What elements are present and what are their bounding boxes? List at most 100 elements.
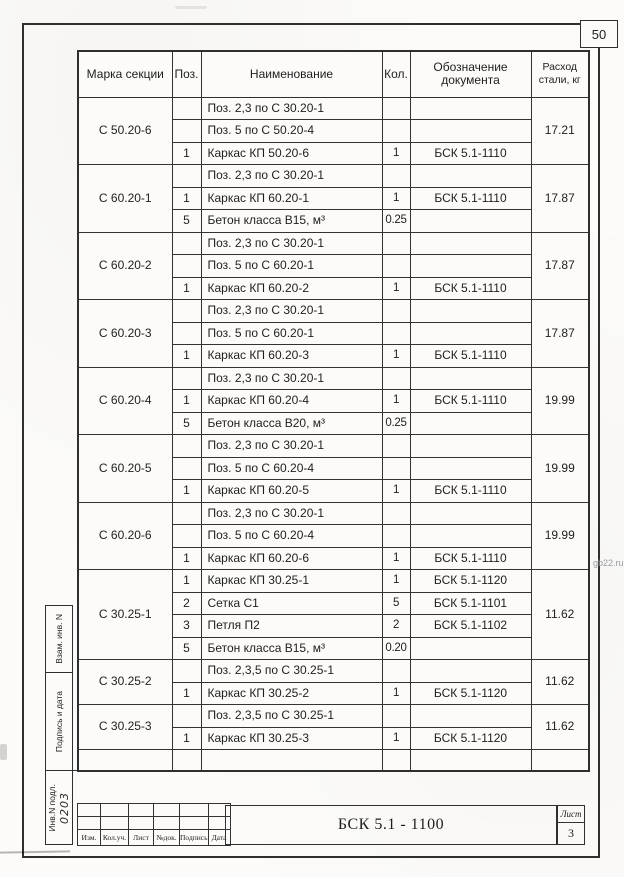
name-cell: Бетон класса В15, м³ [200, 209, 383, 233]
doc-cell [409, 254, 532, 278]
steel-consumption-cell: 19.99 [530, 501, 590, 570]
table-row: 1 Каркас КП 60.20-3 1 БСК 5.1-1110 [78, 344, 589, 368]
pos-cell: 1 [171, 389, 202, 413]
stamp-empty-cell [179, 803, 209, 817]
name-cell: Петля П2 [200, 614, 383, 638]
stamp-label-podpis: Подпись [179, 829, 209, 846]
table-row: С 50.20-6 Поз. 2,3 по С 30.20-1 17.21 [77, 96, 590, 165]
pos-cell: 1 [171, 141, 202, 165]
pos-cell [171, 704, 202, 728]
name-cell: Поз. 5 по С 60.20-1 [200, 254, 383, 278]
name-cell: Каркас КП 60.20-6 [200, 546, 383, 570]
table-row: С 30.25-2 Поз. 2,3,5 по С 30.25-1 11.62 [77, 659, 590, 705]
pos-cell: 1 [171, 344, 202, 368]
pos-cell [171, 501, 202, 525]
qty-cell [381, 366, 411, 390]
table-row: С 60.20-4 Поз. 2,3 по С 30.20-1 19.99 [77, 366, 590, 435]
qty-cell [381, 704, 411, 728]
table-row: Поз. 5 по С 60.20-1 [78, 254, 589, 278]
stamp-label-ndok: №док. [153, 829, 180, 846]
steel-consumption-cell: 17.87 [530, 231, 590, 300]
table-row: 1 Каркас КП 60.20-2 1 БСК 5.1-1110 [78, 276, 589, 300]
pos-cell: 2 [171, 591, 202, 615]
col-header-mark: Марка секции [77, 50, 173, 98]
qty-cell: 2 [381, 614, 411, 638]
pos-cell [171, 96, 202, 120]
name-cell: Каркас КП 30.25-3 [200, 726, 383, 750]
pos-cell: 5 [171, 411, 202, 435]
steel-consumption-cell: 11.62 [530, 569, 590, 660]
table-header-row: Марка секции Поз. Наименование Кол. Обоз… [77, 50, 590, 98]
doc-cell [409, 524, 532, 548]
table-row: С 60.20-6 Поз. 2,3 по С 30.20-1 19.99 [77, 501, 590, 570]
doc-cell [409, 299, 532, 323]
section-mark-cell: С 30.25-2 [77, 659, 173, 705]
stamp-empty-cell [77, 816, 101, 830]
doc-cell: БСК 5.1-1120 [409, 569, 532, 593]
table-row: 2 Сетка С1 5 БСК 5.1-1101 [78, 591, 589, 615]
pos-cell: 1 [171, 569, 202, 593]
qty-cell: 1 [381, 389, 411, 413]
drawing-frame [22, 23, 600, 858]
pos-cell [171, 321, 202, 345]
qty-cell [381, 96, 411, 120]
qty-cell: 1 [381, 141, 411, 165]
table-row: Поз. 5 по С 50.20-4 [78, 119, 589, 143]
qty-cell: 1 [381, 479, 411, 503]
qty-cell [381, 119, 411, 143]
col-header-qty: Кол. [381, 50, 411, 98]
empty-table-row [77, 749, 590, 771]
section-mark-cell: С 60.20-4 [77, 366, 173, 435]
doc-cell [409, 704, 532, 728]
steel-consumption-cell: 19.99 [530, 434, 590, 503]
qty-cell: 1 [381, 186, 411, 210]
pos-cell [171, 299, 202, 323]
title-block-revision-table: Изм. Кол.уч. Лист №док. Подпись Дата [77, 803, 231, 846]
pos-cell [171, 524, 202, 548]
col-header-pos: Поз. [171, 50, 202, 98]
steel-consumption-cell: 17.87 [530, 164, 590, 233]
doc-cell [409, 659, 532, 683]
qty-cell [381, 501, 411, 525]
divider-line [45, 770, 585, 771]
sheet-number-box: Лист 3 [557, 805, 585, 845]
name-cell: Бетон класса В20, м³ [200, 411, 383, 435]
section-mark-cell: С 60.20-6 [77, 501, 173, 570]
stamp-label-data: Дата [207, 829, 231, 846]
col-header-steel: Расход стали, кг [530, 50, 590, 98]
pos-cell: 1 [171, 479, 202, 503]
qty-cell [381, 456, 411, 480]
name-cell: Каркас КП 60.20-1 [200, 186, 383, 210]
steel-consumption-cell: 19.99 [530, 366, 590, 435]
page-number-box: 50 [580, 20, 618, 48]
table-row: Поз. 5 по С 60.20-1 [78, 321, 589, 345]
qty-cell: 1 [381, 546, 411, 570]
qty-cell: 0.25 [381, 209, 411, 233]
name-cell: Поз. 2,3 по С 30.20-1 [200, 299, 383, 323]
stamp-label-list: Лист [128, 829, 154, 846]
doc-cell [409, 321, 532, 345]
specification-table: Марка секции Поз. Наименование Кол. Обоз… [77, 50, 590, 772]
doc-cell [409, 366, 532, 390]
empty-cell [381, 749, 411, 771]
doc-cell [409, 209, 532, 233]
document-number: БСК 5.1 - 1100 [337, 816, 445, 833]
name-cell: Поз. 2,3 по С 30.20-1 [200, 501, 383, 525]
side-box-podpis-data: Подпись и дата [45, 672, 73, 771]
side-box-vzam-label: Взам. инв. N [54, 614, 64, 664]
section-mark-cell: С 30.25-1 [77, 569, 173, 660]
empty-cell [200, 749, 383, 771]
stamp-empty-cell [179, 816, 209, 830]
doc-cell: БСК 5.1-1120 [409, 681, 532, 705]
doc-cell: БСК 5.1-1110 [409, 141, 532, 165]
qty-cell [381, 659, 411, 683]
pos-cell [171, 456, 202, 480]
pos-cell [171, 366, 202, 390]
name-cell: Сетка С1 [200, 591, 383, 615]
name-cell: Бетон класса В15, м³ [200, 636, 383, 660]
pos-cell: 5 [171, 209, 202, 233]
pos-cell: 1 [171, 726, 202, 750]
doc-cell: БСК 5.1-1110 [409, 186, 532, 210]
pos-cell [171, 659, 202, 683]
table-row: Поз. 5 по С 60.20-4 [78, 456, 589, 480]
